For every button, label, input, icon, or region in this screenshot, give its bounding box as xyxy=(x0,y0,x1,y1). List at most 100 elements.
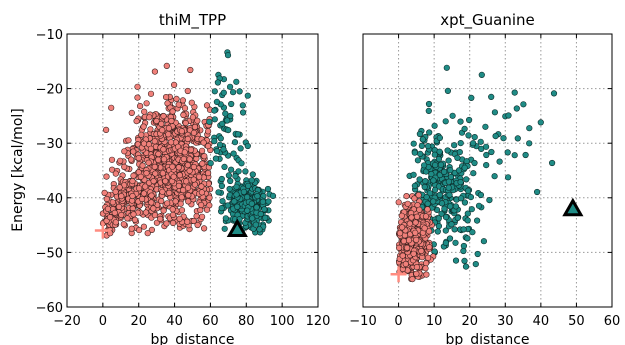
sample-point xyxy=(160,207,167,214)
reference-point xyxy=(500,135,507,142)
sample-point xyxy=(103,217,110,224)
sample-point xyxy=(411,195,418,202)
sample-point xyxy=(150,205,157,212)
sample-point xyxy=(112,170,119,177)
sample-point xyxy=(136,227,143,234)
sample-point xyxy=(140,123,147,130)
sample-point xyxy=(150,178,157,185)
sample-point xyxy=(424,206,431,213)
reference-point xyxy=(238,160,245,167)
reference-point xyxy=(466,116,473,124)
sample-point xyxy=(128,156,135,163)
sample-series xyxy=(395,192,437,283)
sample-point xyxy=(172,198,179,205)
reference-point xyxy=(422,178,429,185)
sample-point xyxy=(151,138,158,145)
reference-point xyxy=(482,123,489,130)
reference-point xyxy=(242,168,249,175)
y-tick-label: −50 xyxy=(36,246,63,261)
sample-point xyxy=(201,153,208,160)
sample-point xyxy=(178,194,185,201)
reference-point xyxy=(464,217,471,224)
reference-point xyxy=(486,197,493,204)
sample-point xyxy=(143,170,150,177)
sample-point xyxy=(103,173,110,180)
reference-point xyxy=(227,177,234,185)
chart-title: xpt_Guanine xyxy=(440,11,535,30)
sample-point xyxy=(160,146,167,153)
sample-point xyxy=(169,108,176,115)
sample-point xyxy=(416,206,423,213)
sample-point xyxy=(163,93,170,101)
reference-point xyxy=(457,140,464,147)
reference-point xyxy=(214,79,221,86)
reference-point xyxy=(464,235,471,242)
sample-point xyxy=(194,117,201,124)
reference-point xyxy=(514,135,521,142)
sample-point xyxy=(184,218,191,225)
target-marker xyxy=(226,218,248,237)
x-tick-label: −10 xyxy=(349,314,376,329)
sample-point xyxy=(151,68,158,75)
sample-point xyxy=(160,112,167,120)
reference-point xyxy=(230,89,237,96)
sample-point xyxy=(121,163,128,170)
sample-point xyxy=(199,213,206,220)
sample-point xyxy=(130,211,137,218)
reference-point xyxy=(244,142,251,150)
sample-point xyxy=(117,157,124,164)
sample-point xyxy=(409,276,416,283)
reference-point xyxy=(550,90,558,97)
reference-point xyxy=(505,112,512,119)
reference-point xyxy=(462,263,470,270)
sample-point xyxy=(137,173,144,180)
reference-point xyxy=(212,155,219,162)
sample-point xyxy=(157,215,164,222)
reference-point xyxy=(491,109,499,116)
sample-point xyxy=(118,211,125,219)
reference-point xyxy=(261,206,268,213)
sample-point xyxy=(179,97,186,104)
reference-point xyxy=(435,156,443,163)
sample-point xyxy=(399,252,406,259)
sample-point xyxy=(399,224,406,231)
reference-point xyxy=(446,235,454,242)
reference-point xyxy=(217,135,224,142)
reference-point xyxy=(430,177,437,184)
reference-point xyxy=(213,98,220,105)
reference-point xyxy=(211,138,218,145)
sample-point xyxy=(175,182,182,189)
reference-point xyxy=(533,188,541,196)
reference-point xyxy=(221,163,228,170)
reference-point xyxy=(435,215,442,222)
sample-point xyxy=(153,219,160,226)
chart-panel-xpt-guanine: −10 0 10 20 30 40 50 60 xpt_Guanine bp_distance xyxy=(349,11,620,345)
reference-point xyxy=(513,105,520,112)
sample-point xyxy=(168,117,175,125)
reference-point xyxy=(471,134,478,141)
sample-point xyxy=(108,104,115,111)
reference-point xyxy=(207,160,214,167)
sample-point xyxy=(205,170,212,177)
reference-point xyxy=(248,200,255,207)
sample-point xyxy=(128,109,135,116)
sample-point xyxy=(404,200,411,207)
sample-point xyxy=(422,213,430,220)
sample-point xyxy=(188,99,195,106)
reference-point xyxy=(483,143,490,150)
sample-point xyxy=(176,215,183,222)
chart-title: thiM_TPP xyxy=(159,11,226,30)
sample-point xyxy=(138,131,145,138)
sample-point xyxy=(137,102,144,110)
reference-point xyxy=(410,140,417,147)
sample-point xyxy=(148,199,155,206)
sample-point xyxy=(178,128,185,135)
sample-point xyxy=(164,200,171,207)
sample-point xyxy=(418,247,425,255)
sample-point xyxy=(396,230,404,237)
reference-point xyxy=(424,200,431,207)
x-tick-label: −20 xyxy=(53,314,80,329)
sample-point xyxy=(187,66,194,74)
reference-point xyxy=(225,172,232,179)
